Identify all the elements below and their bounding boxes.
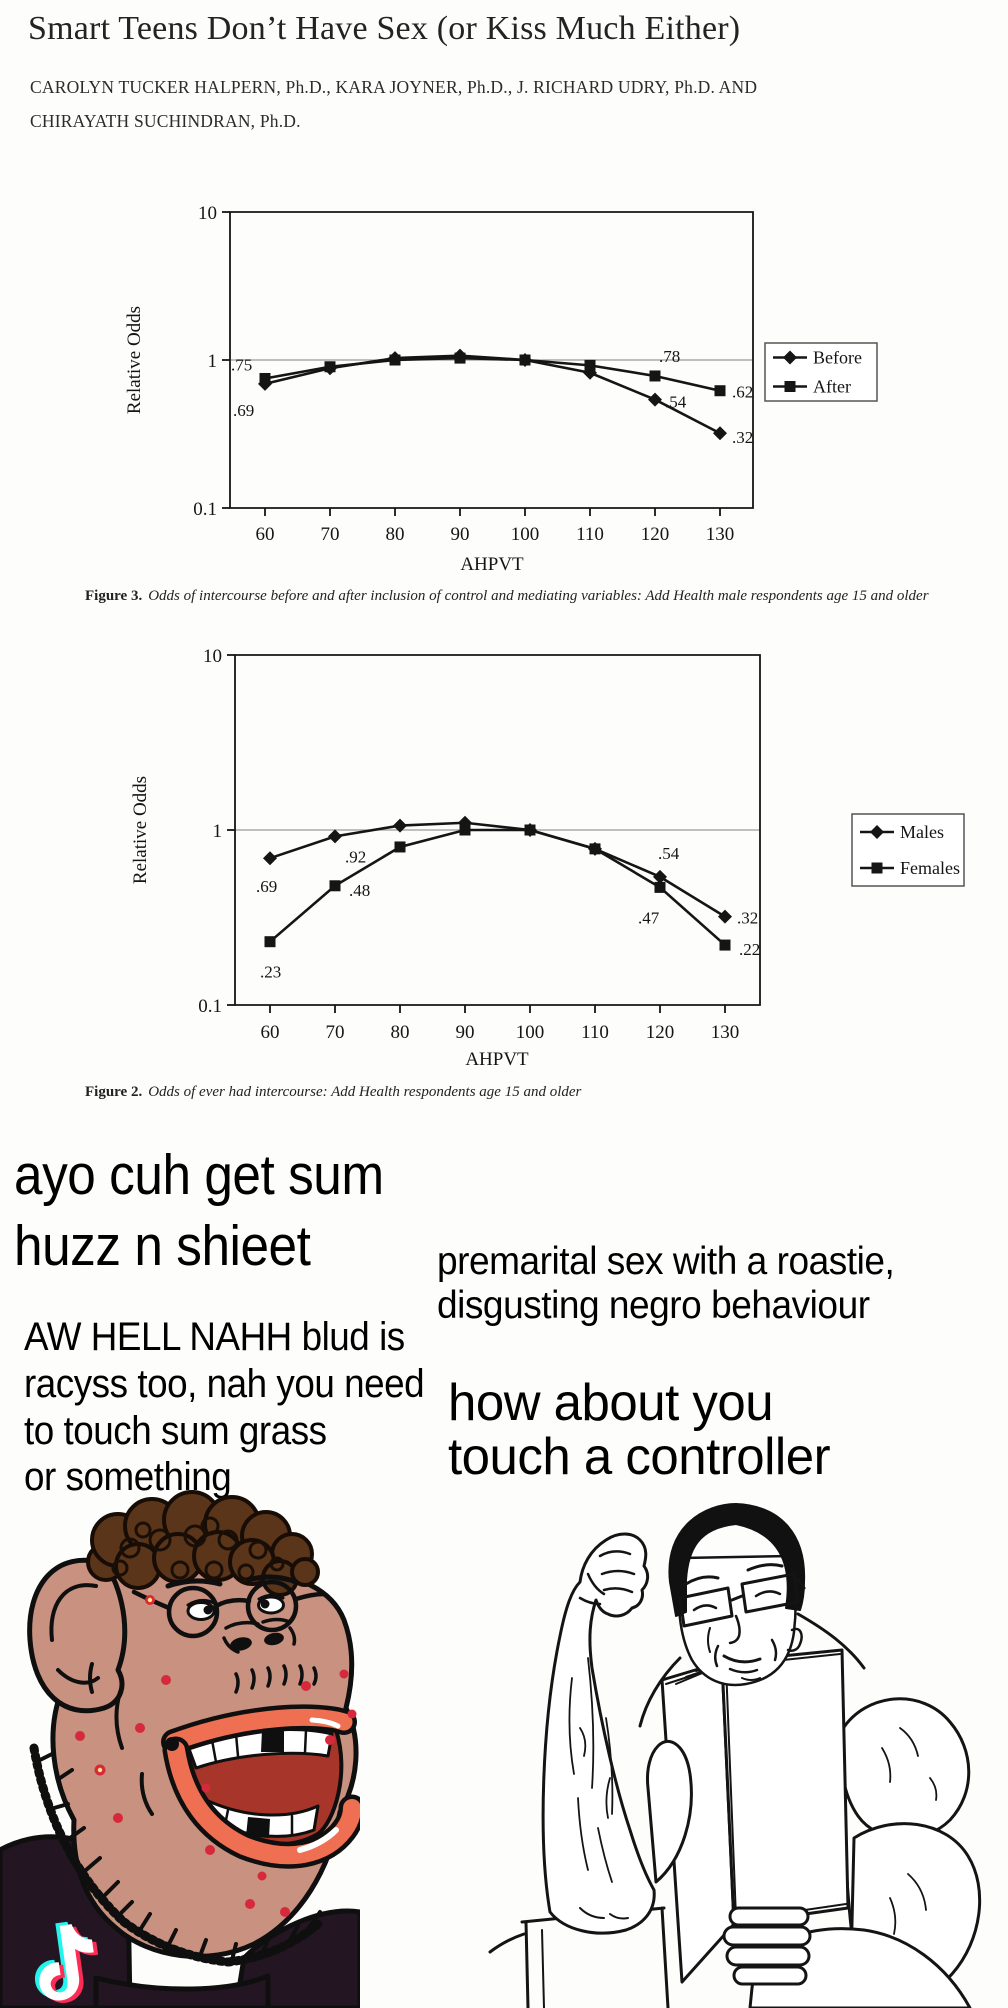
meme-text-topright: premarital sex with a roastie, disgustin… (437, 1240, 895, 1328)
svg-text:.54: .54 (665, 393, 687, 412)
chad-glasses (678, 1572, 806, 1628)
mutt-nose (222, 1617, 297, 1654)
svg-text:80: 80 (391, 1022, 410, 1043)
figure3-caption: Figure 3. Odds of intercourse before and … (85, 588, 929, 605)
svg-text:Relative Odds: Relative Odds (130, 776, 151, 884)
svg-text:Males: Males (900, 822, 944, 842)
paper-authors: CAROLYN TUCKER HALPERN, Ph.D., KARA JOYN… (30, 77, 758, 132)
svg-text:110: 110 (581, 1022, 609, 1043)
paper-title: Smart Teens Don’t Have Sex (or Kiss Much… (28, 10, 741, 47)
svg-text:0.1: 0.1 (193, 499, 217, 520)
svg-text:.62: .62 (732, 383, 753, 402)
svg-text:90: 90 (456, 1022, 475, 1043)
svg-text:Before: Before (813, 348, 862, 368)
svg-text:10: 10 (203, 646, 222, 667)
svg-text:130: 130 (706, 524, 735, 545)
svg-text:10: 10 (198, 203, 217, 224)
svg-text:.32: .32 (737, 909, 758, 928)
svg-text:.47: .47 (638, 908, 660, 927)
mutt-eyebrows (165, 1574, 299, 1589)
figure3-chart: 10 1 0.1 60 70 80 90 100 110 120 130 AHPVT Relative … (124, 203, 878, 575)
figure3-caption-label: Figure 3. (85, 588, 143, 604)
mutt-lips (161, 1704, 360, 1869)
svg-text:Females: Females (900, 858, 960, 878)
svg-text:.69: .69 (233, 401, 254, 420)
chad-hair (668, 1503, 806, 1617)
svg-text:70: 70 (321, 524, 340, 545)
meme-text-midleft: AW HELL NAHH blud is racyss too, nah you… (24, 1315, 425, 1500)
svg-text:100: 100 (516, 1022, 545, 1043)
chad-head (668, 1503, 806, 1687)
figure2-caption: Figure 2. Odds of ever had intercourse: A… (85, 1084, 581, 1101)
meme-text-midright: how about you touch a controller (448, 1374, 831, 1487)
chad-raised-arm (541, 1532, 693, 1935)
svg-text:110: 110 (576, 524, 604, 545)
svg-text:120: 120 (646, 1022, 675, 1043)
svg-text:.78: .78 (659, 347, 680, 366)
figure2-caption-text: Odds of ever had intercourse: Add Health… (148, 1084, 582, 1100)
svg-text:60: 60 (261, 1022, 280, 1043)
svg-text:70: 70 (326, 1022, 345, 1043)
svg-text:After: After (813, 377, 851, 397)
svg-text:.69: .69 (256, 877, 277, 896)
svg-text:.48: .48 (349, 881, 370, 900)
figure2-chart: 10 1 0.1 60 70 80 90 100 110 120 130 AHPVT Relative … (130, 646, 965, 1070)
svg-text:80: 80 (386, 524, 405, 545)
svg-text:1: 1 (208, 351, 218, 372)
svg-text:100: 100 (511, 524, 540, 545)
mutt-acne (75, 1595, 357, 1917)
figure3-caption-text: Odds of intercourse before and after inc… (148, 588, 929, 604)
chad-reading-illustration (488, 1503, 982, 2008)
svg-text:.54: .54 (658, 844, 680, 863)
tiktok-logo-icon (34, 1921, 99, 2003)
chad-gripping-hand (722, 1906, 972, 2008)
svg-text:130: 130 (711, 1022, 740, 1043)
svg-text:AHPVT: AHPVT (460, 554, 524, 575)
mutt-stubble (29, 1743, 323, 1967)
meme-text-topleft: ayo cuh get sum huzz n shieet (14, 1143, 384, 1279)
svg-text:60: 60 (256, 524, 275, 545)
svg-text:.75: .75 (231, 355, 252, 374)
svg-text:.32: .32 (732, 428, 753, 447)
svg-text:90: 90 (451, 524, 470, 545)
mutt-ear (27, 1557, 128, 1714)
svg-text:AHPVT: AHPVT (465, 1049, 529, 1070)
svg-text:.23: .23 (260, 963, 281, 982)
svg-text:1: 1 (213, 821, 223, 842)
mutt-character-illustration (0, 1490, 360, 2008)
svg-text:.92: .92 (345, 847, 366, 866)
chad-book (660, 1648, 850, 1984)
figure2-caption-label: Figure 2. (85, 1084, 143, 1100)
svg-text:0.1: 0.1 (198, 996, 222, 1017)
svg-text:Relative Odds: Relative Odds (124, 306, 145, 414)
svg-text:.22: .22 (739, 940, 760, 959)
svg-text:120: 120 (641, 524, 670, 545)
